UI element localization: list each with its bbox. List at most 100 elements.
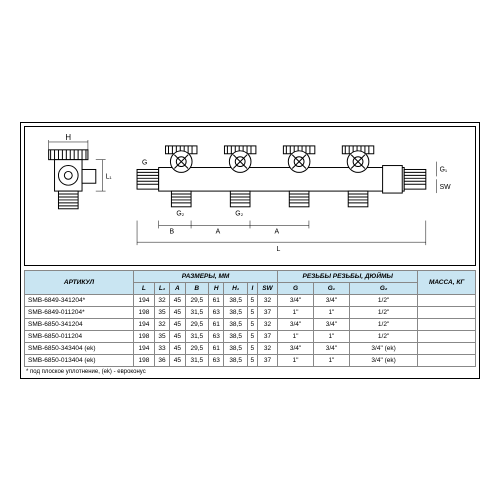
cell: 45 xyxy=(170,318,185,330)
th-mass: МАССА, КГ xyxy=(418,270,476,294)
cell: 1/2" xyxy=(349,294,417,306)
cell: SMB-6850-011204 xyxy=(25,330,134,342)
cell xyxy=(418,330,476,342)
cell: 5 xyxy=(247,330,257,342)
label-G2b: G₂ xyxy=(235,210,243,217)
table-body: SMB-6849-341204*194324529,56138,55323/4"… xyxy=(25,294,476,366)
cell: 38,5 xyxy=(224,342,248,354)
cell: 38,5 xyxy=(224,294,248,306)
cell: 45 xyxy=(170,342,185,354)
cell: 36 xyxy=(154,354,169,366)
cell: 5 xyxy=(247,318,257,330)
cell: 38,5 xyxy=(224,306,248,318)
cell: 1" xyxy=(313,354,349,366)
cell: 35 xyxy=(154,306,169,318)
th-H1: H₁ xyxy=(224,282,248,294)
cell: 61 xyxy=(209,342,224,354)
th-G2: G₂ xyxy=(349,282,417,294)
cell: 3/4" xyxy=(278,318,314,330)
cell: 32 xyxy=(257,318,277,330)
cell: 198 xyxy=(134,354,155,366)
cell: 29,5 xyxy=(185,318,209,330)
datasheet-wrapper: H L₁ xyxy=(20,122,480,379)
table-row: SMB-6849-011204*198354531,56338,55371"1"… xyxy=(25,306,476,318)
cell xyxy=(418,342,476,354)
th-A: A xyxy=(170,282,185,294)
cell: 29,5 xyxy=(185,294,209,306)
cell: 38,5 xyxy=(224,354,248,366)
cell: 3/4" xyxy=(313,342,349,354)
cell: 1/2" xyxy=(349,330,417,342)
label-G1: G₁ xyxy=(440,166,448,173)
cell: 5 xyxy=(247,354,257,366)
cell: SMB-6849-341204* xyxy=(25,294,134,306)
cell: 63 xyxy=(209,354,224,366)
cell: 1/2" xyxy=(349,318,417,330)
label-H: H xyxy=(65,133,71,142)
technical-drawing: H L₁ xyxy=(24,126,476,266)
cell: 63 xyxy=(209,330,224,342)
cell: 37 xyxy=(257,306,277,318)
th-I: I xyxy=(247,282,257,294)
cell: 61 xyxy=(209,294,224,306)
cell: SMB-6850-341204 xyxy=(25,318,134,330)
cell xyxy=(418,354,476,366)
cell: 32 xyxy=(257,342,277,354)
cell: 1" xyxy=(278,306,314,318)
cell: SMB-6849-011204* xyxy=(25,306,134,318)
th-SW: SW xyxy=(257,282,277,294)
cell: 3/4" (ek) xyxy=(349,354,417,366)
cell xyxy=(418,306,476,318)
cell: 3/4" (ek) xyxy=(349,342,417,354)
label-G: G xyxy=(142,159,147,166)
drawing-svg: H L₁ xyxy=(29,131,471,261)
cell: 45 xyxy=(170,306,185,318)
cell: 3/4" xyxy=(313,318,349,330)
cell: 31,5 xyxy=(185,330,209,342)
table-row: SMB-6850-013404 (ek)198364531,56338,5537… xyxy=(25,354,476,366)
cell: 29,5 xyxy=(185,342,209,354)
table-row: SMB-6850-011204198354531,56338,55371"1"1… xyxy=(25,330,476,342)
label-B: B xyxy=(169,228,174,235)
cell: 32 xyxy=(154,294,169,306)
cell xyxy=(418,294,476,306)
cell: 45 xyxy=(170,330,185,342)
cell: 31,5 xyxy=(185,306,209,318)
cell: 5 xyxy=(247,294,257,306)
spec-table: АРТИКУЛ РАЗМЕРЫ, ММ РЕЗЬБЫ РЕЗЬБЫ, ДЮЙМЫ… xyxy=(24,270,476,367)
th-threads: РЕЗЬБЫ РЕЗЬБЫ, ДЮЙМЫ xyxy=(278,270,418,282)
cell: SMB-6850-013404 (ek) xyxy=(25,354,134,366)
label-L: L xyxy=(277,246,281,253)
th-G: G xyxy=(278,282,314,294)
label-SW: SW xyxy=(440,184,452,191)
cell: 33 xyxy=(154,342,169,354)
cell: 1" xyxy=(313,306,349,318)
cell xyxy=(418,318,476,330)
cell: 5 xyxy=(247,306,257,318)
cell: 61 xyxy=(209,318,224,330)
cell: 32 xyxy=(257,294,277,306)
cell: 38,5 xyxy=(224,318,248,330)
cell: 3/4" xyxy=(278,342,314,354)
th-L: L xyxy=(134,282,155,294)
label-A: A xyxy=(216,228,221,235)
label-A2: A xyxy=(275,228,280,235)
cell: 198 xyxy=(134,330,155,342)
cell: 194 xyxy=(134,294,155,306)
th-dims: РАЗМЕРЫ, ММ xyxy=(134,270,278,282)
cell: 3/4" xyxy=(278,294,314,306)
table-row: SMB-6850-341204194324529,56138,55323/4"3… xyxy=(25,318,476,330)
cell: 31,5 xyxy=(185,354,209,366)
cell: 63 xyxy=(209,306,224,318)
cell: SMB-6850-343404 (ek) xyxy=(25,342,134,354)
cell: 35 xyxy=(154,330,169,342)
th-article: АРТИКУЛ xyxy=(25,270,134,294)
cell: 37 xyxy=(257,330,277,342)
cell: 38,5 xyxy=(224,330,248,342)
cell: 1" xyxy=(278,330,314,342)
label-G2a: G₂ xyxy=(176,210,184,217)
cell: 198 xyxy=(134,306,155,318)
footnote: * под плоское уплотнение, (ek) - еврокон… xyxy=(24,369,476,375)
label-L1: L₁ xyxy=(106,173,113,180)
th-B: B xyxy=(185,282,209,294)
